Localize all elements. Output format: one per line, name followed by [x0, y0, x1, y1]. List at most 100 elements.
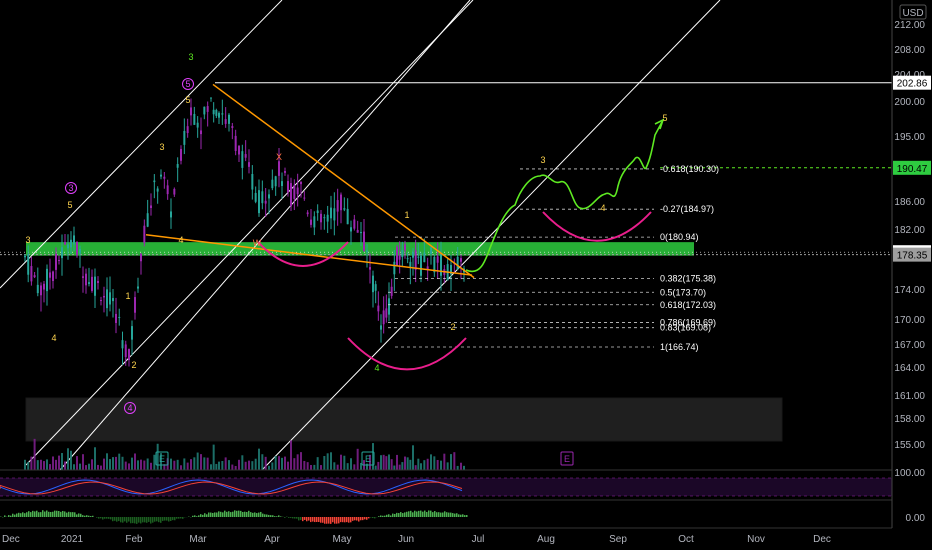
candle-body: [366, 250, 368, 252]
histogram-bar: [462, 514, 464, 517]
histogram-bar: [164, 517, 166, 521]
candle-body: [212, 109, 215, 115]
volume-bar: [409, 459, 412, 470]
volume-bar: [360, 462, 362, 470]
histogram-bar: [118, 517, 120, 522]
histogram-bar: [452, 513, 454, 517]
histogram-bar: [392, 513, 394, 517]
candle-body: [254, 192, 257, 202]
histogram-bar: [160, 517, 162, 523]
indicator-tick-label: 100.00: [894, 468, 925, 479]
histogram-bar: [2, 517, 4, 518]
histogram-bar: [310, 517, 312, 523]
volume-bar: [287, 461, 289, 470]
volume-bar: [340, 454, 342, 470]
histogram-bar: [178, 517, 180, 519]
histogram-bar: [176, 517, 178, 519]
cup-right: [542, 211, 652, 242]
histogram-bar: [456, 513, 458, 517]
histogram-bar: [396, 512, 398, 517]
candle-body: [58, 259, 60, 261]
histogram-bar: [192, 515, 194, 517]
candle-body: [176, 164, 179, 168]
wave-label: 5: [67, 200, 72, 210]
histogram-bar: [266, 514, 268, 517]
histogram-bar: [172, 517, 174, 521]
candle-body: [76, 241, 78, 256]
volume-bar: [106, 453, 108, 470]
wave-label: 1: [404, 210, 409, 220]
volume-bar: [33, 438, 36, 470]
candle-body: [390, 286, 393, 296]
volume-bar: [430, 454, 432, 470]
volume-bar: [67, 448, 69, 470]
histogram-bar: [260, 511, 262, 517]
histogram-bar: [324, 517, 326, 524]
volume-bar: [153, 454, 156, 470]
volume-bar: [224, 457, 227, 470]
histogram-bar: [360, 517, 362, 521]
price-tag: [893, 247, 931, 262]
candle-body: [180, 148, 182, 161]
histogram-bar: [400, 512, 402, 517]
volume-bar: [456, 465, 459, 470]
candle-body: [316, 210, 319, 214]
histogram-bar: [334, 517, 336, 524]
candle-body: [30, 266, 33, 282]
currency-badge[interactable]: [899, 4, 927, 20]
y-tick-label: 155.00: [894, 440, 925, 451]
volume-bar: [109, 459, 111, 470]
volume-bar: [234, 465, 237, 470]
earnings-marker-box: [560, 451, 574, 466]
histogram-bar: [46, 510, 48, 517]
candle-body: [183, 130, 186, 145]
volume-bar: [453, 452, 456, 470]
histogram-bar: [412, 512, 414, 517]
histogram-bar: [194, 515, 196, 517]
candle-body: [456, 256, 459, 270]
candle-body: [55, 253, 57, 270]
candle-body: [326, 214, 329, 222]
volume-bar: [218, 461, 220, 470]
histogram-bar: [362, 517, 364, 521]
volume-bar: [385, 456, 388, 470]
volume-bar: [180, 465, 182, 470]
candle-body: [234, 135, 237, 151]
candle-body: [186, 126, 189, 134]
candle-body: [109, 292, 111, 305]
histogram-bar: [4, 515, 6, 517]
volume-bar: [323, 456, 326, 470]
histogram-bar: [404, 512, 406, 517]
candle-body: [64, 242, 66, 245]
histogram-bar: [144, 517, 146, 523]
candle-body: [97, 280, 99, 284]
histogram-bar: [232, 511, 234, 517]
projection-arrowhead: [654, 118, 665, 130]
volume-bar: [231, 464, 234, 470]
histogram-bar: [240, 510, 242, 517]
volume-bar: [137, 460, 139, 470]
y-tick-label: 204.00: [894, 70, 925, 81]
candle-body: [24, 255, 26, 258]
volume-bar: [124, 461, 127, 470]
histogram-bar: [352, 517, 354, 521]
candle-body: [251, 173, 254, 190]
candle-body: [79, 249, 81, 254]
histogram-bar: [252, 512, 254, 517]
histogram-bar: [280, 516, 282, 517]
wave-label: 3: [159, 142, 164, 152]
histogram-bar: [98, 517, 100, 519]
histogram-bar: [60, 511, 62, 517]
volume-bar: [284, 456, 286, 470]
volume-bar: [156, 443, 159, 470]
histogram-bar: [222, 512, 224, 517]
histogram-bar: [226, 511, 228, 517]
histogram-bar: [230, 512, 232, 517]
candle-body: [193, 113, 196, 125]
volume-bar: [200, 454, 202, 470]
candle-body: [128, 349, 130, 360]
y-tick-label: 167.00: [894, 340, 925, 351]
histogram-bar: [308, 517, 310, 521]
